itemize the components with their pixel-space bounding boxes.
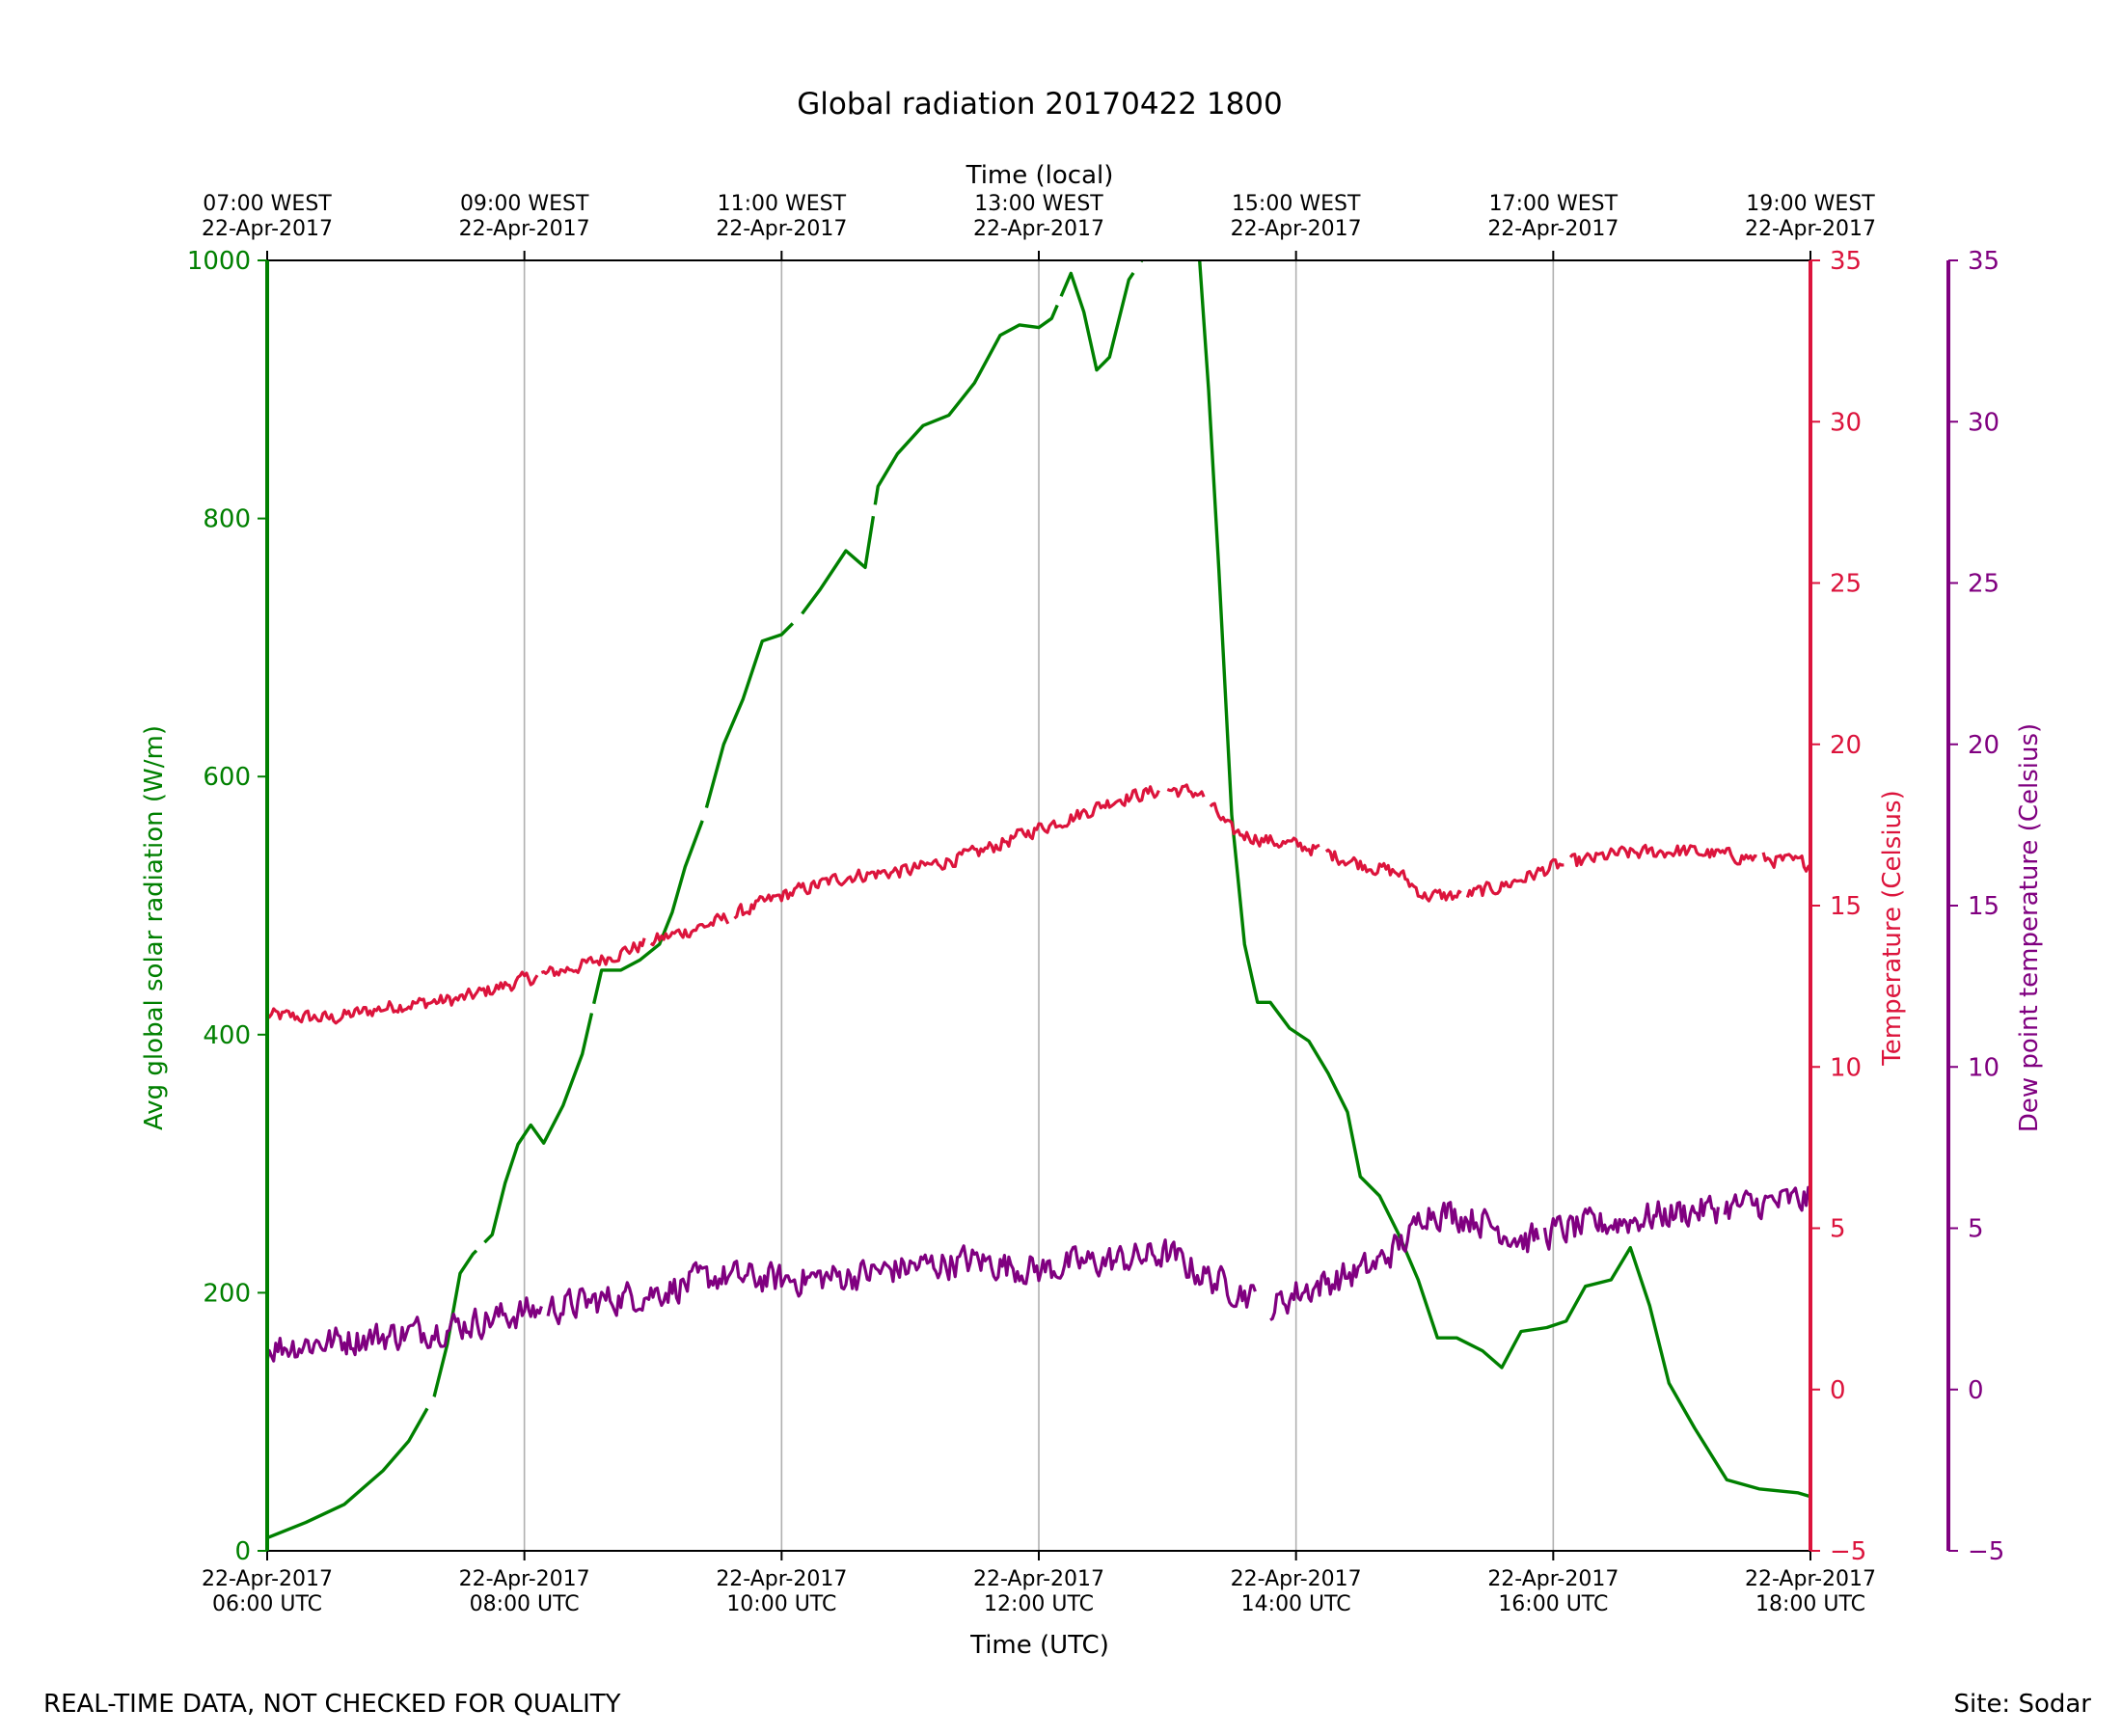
top-tick-label: 22-Apr-2017 [1231, 217, 1362, 241]
bottom-tick-label: 12:00 UTC [984, 1592, 1094, 1616]
temperature-tick-label: 30 [1830, 408, 1862, 437]
temperature-tick-label: 35 [1830, 247, 1862, 276]
top-tick-label: 22-Apr-2017 [1487, 217, 1619, 241]
temperature-tick-label: 20 [1830, 731, 1862, 760]
bottom-axis-label: Time (UTC) [969, 1631, 1109, 1660]
top-tick-label: 22-Apr-2017 [973, 217, 1104, 241]
temperature-tick-label: 5 [1830, 1215, 1846, 1244]
dewpoint-tick-label: 15 [1968, 892, 2000, 921]
series-line-3 [265, 1185, 1812, 1363]
temperature-axis-label: Temperature (Celsius) [1878, 790, 1907, 1066]
top-tick-label: 13:00 WEST [974, 192, 1103, 216]
temperature-tick-label: −5 [1830, 1537, 1866, 1566]
top-tick-label: 22-Apr-2017 [202, 217, 333, 241]
bottom-tick-label: 22-Apr-2017 [1487, 1567, 1619, 1591]
top-tick-label: 22-Apr-2017 [716, 217, 847, 241]
series-line-2 [265, 783, 1812, 1025]
bottom-tick-label: 10:00 UTC [726, 1592, 836, 1616]
series-line-1 [1198, 259, 1811, 1499]
top-tick-label: 17:00 WEST [1489, 192, 1619, 216]
top-tick-label: 11:00 WEST [718, 192, 847, 216]
temperature-tick-label: 25 [1830, 570, 1862, 599]
top-axis-label: Time (local) [966, 161, 1114, 190]
bottom-tick-label: 08:00 UTC [470, 1592, 580, 1616]
top-tick-label: 15:00 WEST [1232, 192, 1361, 216]
grid-layer [523, 260, 1555, 1551]
radiation-axis-label: Avg global solar radiation (W/m) [140, 725, 169, 1130]
dewpoint-tick-label: 20 [1968, 731, 2000, 760]
bottom-tick-label: 16:00 UTC [1498, 1592, 1608, 1616]
bottom-tick-label: 22-Apr-2017 [459, 1567, 590, 1591]
top-tick-label: 19:00 WEST [1746, 192, 1875, 216]
dewpoint-tick-label: 0 [1968, 1376, 1984, 1405]
bottom-tick-label: 18:00 UTC [1755, 1592, 1865, 1616]
chart-title: Global radiation 20170422 1800 [797, 87, 1283, 122]
series-line-0 [266, 259, 1144, 1540]
dewpoint-tick-label: −5 [1968, 1537, 2004, 1566]
bottom-tick-label: 06:00 UTC [212, 1592, 322, 1616]
site-label: Site: Sodar [1954, 1690, 2092, 1719]
quality-note: REAL-TIME DATA, NOT CHECKED FOR QUALITY [43, 1690, 621, 1719]
radiation-tick-label: 400 [203, 1021, 251, 1050]
dewpoint-tick-label: 5 [1968, 1215, 1984, 1244]
radiation-tick-label: 600 [203, 763, 251, 792]
bottom-tick-label: 22-Apr-2017 [973, 1567, 1104, 1591]
temperature-tick-label: 0 [1830, 1376, 1846, 1405]
temperature-tick-label: 10 [1830, 1053, 1862, 1082]
bottom-tick-label: 22-Apr-2017 [1231, 1567, 1362, 1591]
top-tick-label: 22-Apr-2017 [1745, 217, 1876, 241]
temperature-tick-label: 15 [1830, 892, 1862, 921]
top-tick-label: 22-Apr-2017 [459, 217, 590, 241]
dewpoint-tick-label: 30 [1968, 408, 2000, 437]
series-layer [265, 259, 1812, 1540]
radiation-tick-label: 800 [203, 505, 251, 534]
top-tick-label: 09:00 WEST [460, 192, 589, 216]
dewpoint-tick-label: 35 [1968, 247, 2000, 276]
bottom-tick-label: 22-Apr-2017 [1745, 1567, 1876, 1591]
bottom-tick-label: 14:00 UTC [1241, 1592, 1351, 1616]
radiation-tick-label: 200 [203, 1279, 251, 1308]
radiation-tick-label: 1000 [187, 247, 251, 276]
radiation-tick-label: 0 [234, 1537, 251, 1566]
bottom-tick-label: 22-Apr-2017 [716, 1567, 847, 1591]
top-tick-label: 07:00 WEST [203, 192, 332, 216]
dewpoint-tick-label: 25 [1968, 570, 2000, 599]
dewpoint-axis-label: Dew point temperature (Celsius) [2015, 723, 2044, 1132]
dewpoint-tick-label: 10 [1968, 1053, 2000, 1082]
bottom-tick-label: 22-Apr-2017 [202, 1567, 333, 1591]
